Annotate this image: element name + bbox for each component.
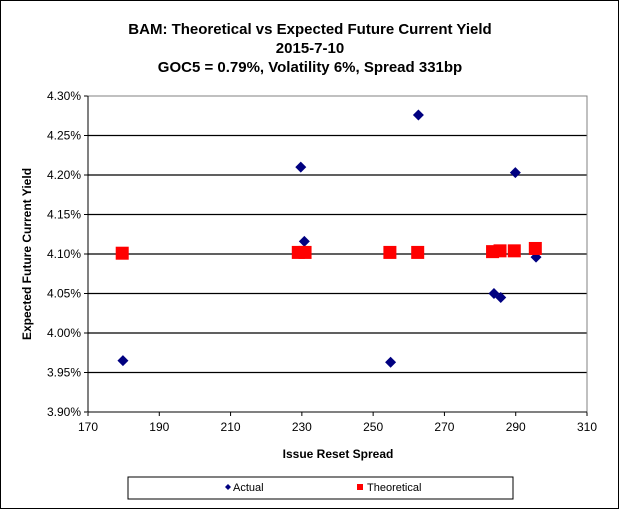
- theoretical-point: [383, 245, 397, 259]
- x-tick-label: 310: [577, 420, 597, 434]
- x-axis-label: Issue Reset Spread: [283, 447, 394, 461]
- y-tick-label: 4.15%: [47, 208, 81, 222]
- legend-actual-label: Actual: [233, 482, 264, 494]
- theoretical-point: [298, 245, 312, 259]
- theoretical-point: [493, 244, 507, 258]
- y-tick-label: 4.30%: [47, 89, 81, 103]
- legend-theoretical-label: Theoretical: [367, 482, 421, 494]
- x-tick-label: 210: [221, 420, 241, 434]
- y-tick-label: 4.00%: [47, 326, 81, 340]
- theoretical-point: [411, 245, 425, 259]
- chart-subtitle-date: 2015-7-10: [276, 40, 344, 57]
- actual-point: [298, 235, 310, 247]
- y-tick-label: 3.95%: [47, 366, 81, 380]
- x-tick-label: 190: [149, 420, 169, 434]
- legend-box: [127, 476, 514, 500]
- x-tick-label: 170: [78, 420, 98, 434]
- theoretical-point: [528, 241, 542, 255]
- x-tick-label: 290: [506, 420, 526, 434]
- actual-point: [509, 167, 521, 179]
- actual-point: [295, 161, 307, 173]
- chart-subtitle-params: GOC5 = 0.79%, Volatility 6%, Spread 331b…: [158, 59, 462, 76]
- actual-point: [495, 291, 507, 303]
- y-axis-label: Expected Future Current Yield: [20, 168, 34, 340]
- y-tick-label: 3.90%: [47, 405, 81, 419]
- y-tick-label: 4.25%: [47, 129, 81, 143]
- y-tick-label: 4.20%: [47, 168, 81, 182]
- chart-title: BAM: Theoretical vs Expected Future Curr…: [128, 21, 491, 38]
- theoretical-point: [507, 244, 521, 258]
- actual-point: [412, 109, 424, 121]
- theoretical-point: [115, 246, 129, 260]
- actual-point: [385, 356, 397, 368]
- legend-theoretical-square-icon: [357, 484, 363, 490]
- y-tick-label: 4.05%: [47, 287, 81, 301]
- x-tick-label: 230: [292, 420, 312, 434]
- y-tick-label: 4.10%: [47, 247, 81, 261]
- legend-actual-diamond-icon: [225, 484, 231, 490]
- x-tick-label: 270: [434, 420, 454, 434]
- x-tick-label: 250: [363, 420, 383, 434]
- actual-point: [117, 355, 129, 367]
